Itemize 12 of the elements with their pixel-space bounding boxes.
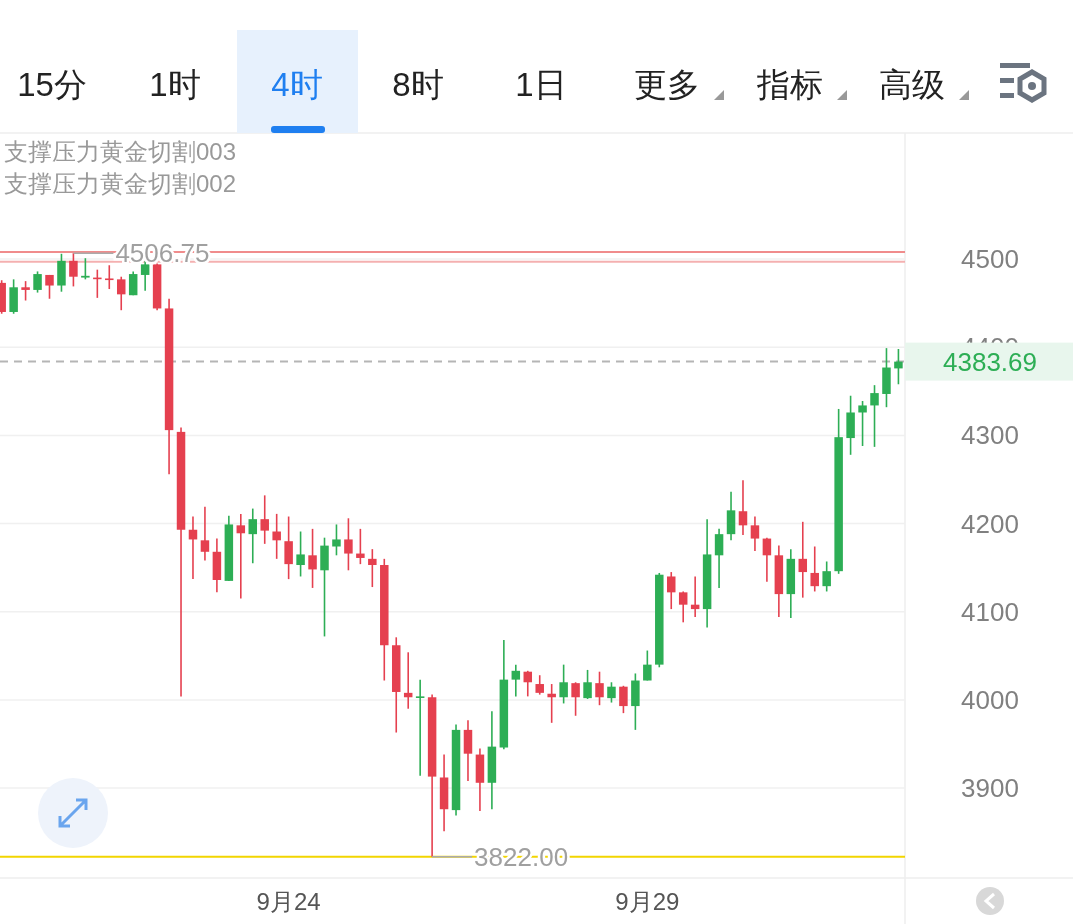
y-tick-label: 4000 (961, 684, 1019, 715)
y-tick-label: 4100 (961, 596, 1019, 627)
y-tick-label: 3900 (961, 773, 1019, 804)
y-tick-label: 4300 (961, 420, 1019, 451)
x-tick-label: 9月29 (615, 888, 680, 915)
annotation: 支撑压力黄金切割003 (4, 138, 237, 165)
price-label: 4383.69 (905, 342, 1073, 381)
x-tick-label: 9月24 (256, 888, 321, 915)
y-tick-label: 4500 (961, 244, 1019, 275)
ref-line-label: 4383.69 (943, 346, 1037, 377)
annotation: 支撑压力黄金切割002 (4, 170, 237, 197)
y-tick-label: 4200 (961, 508, 1019, 539)
